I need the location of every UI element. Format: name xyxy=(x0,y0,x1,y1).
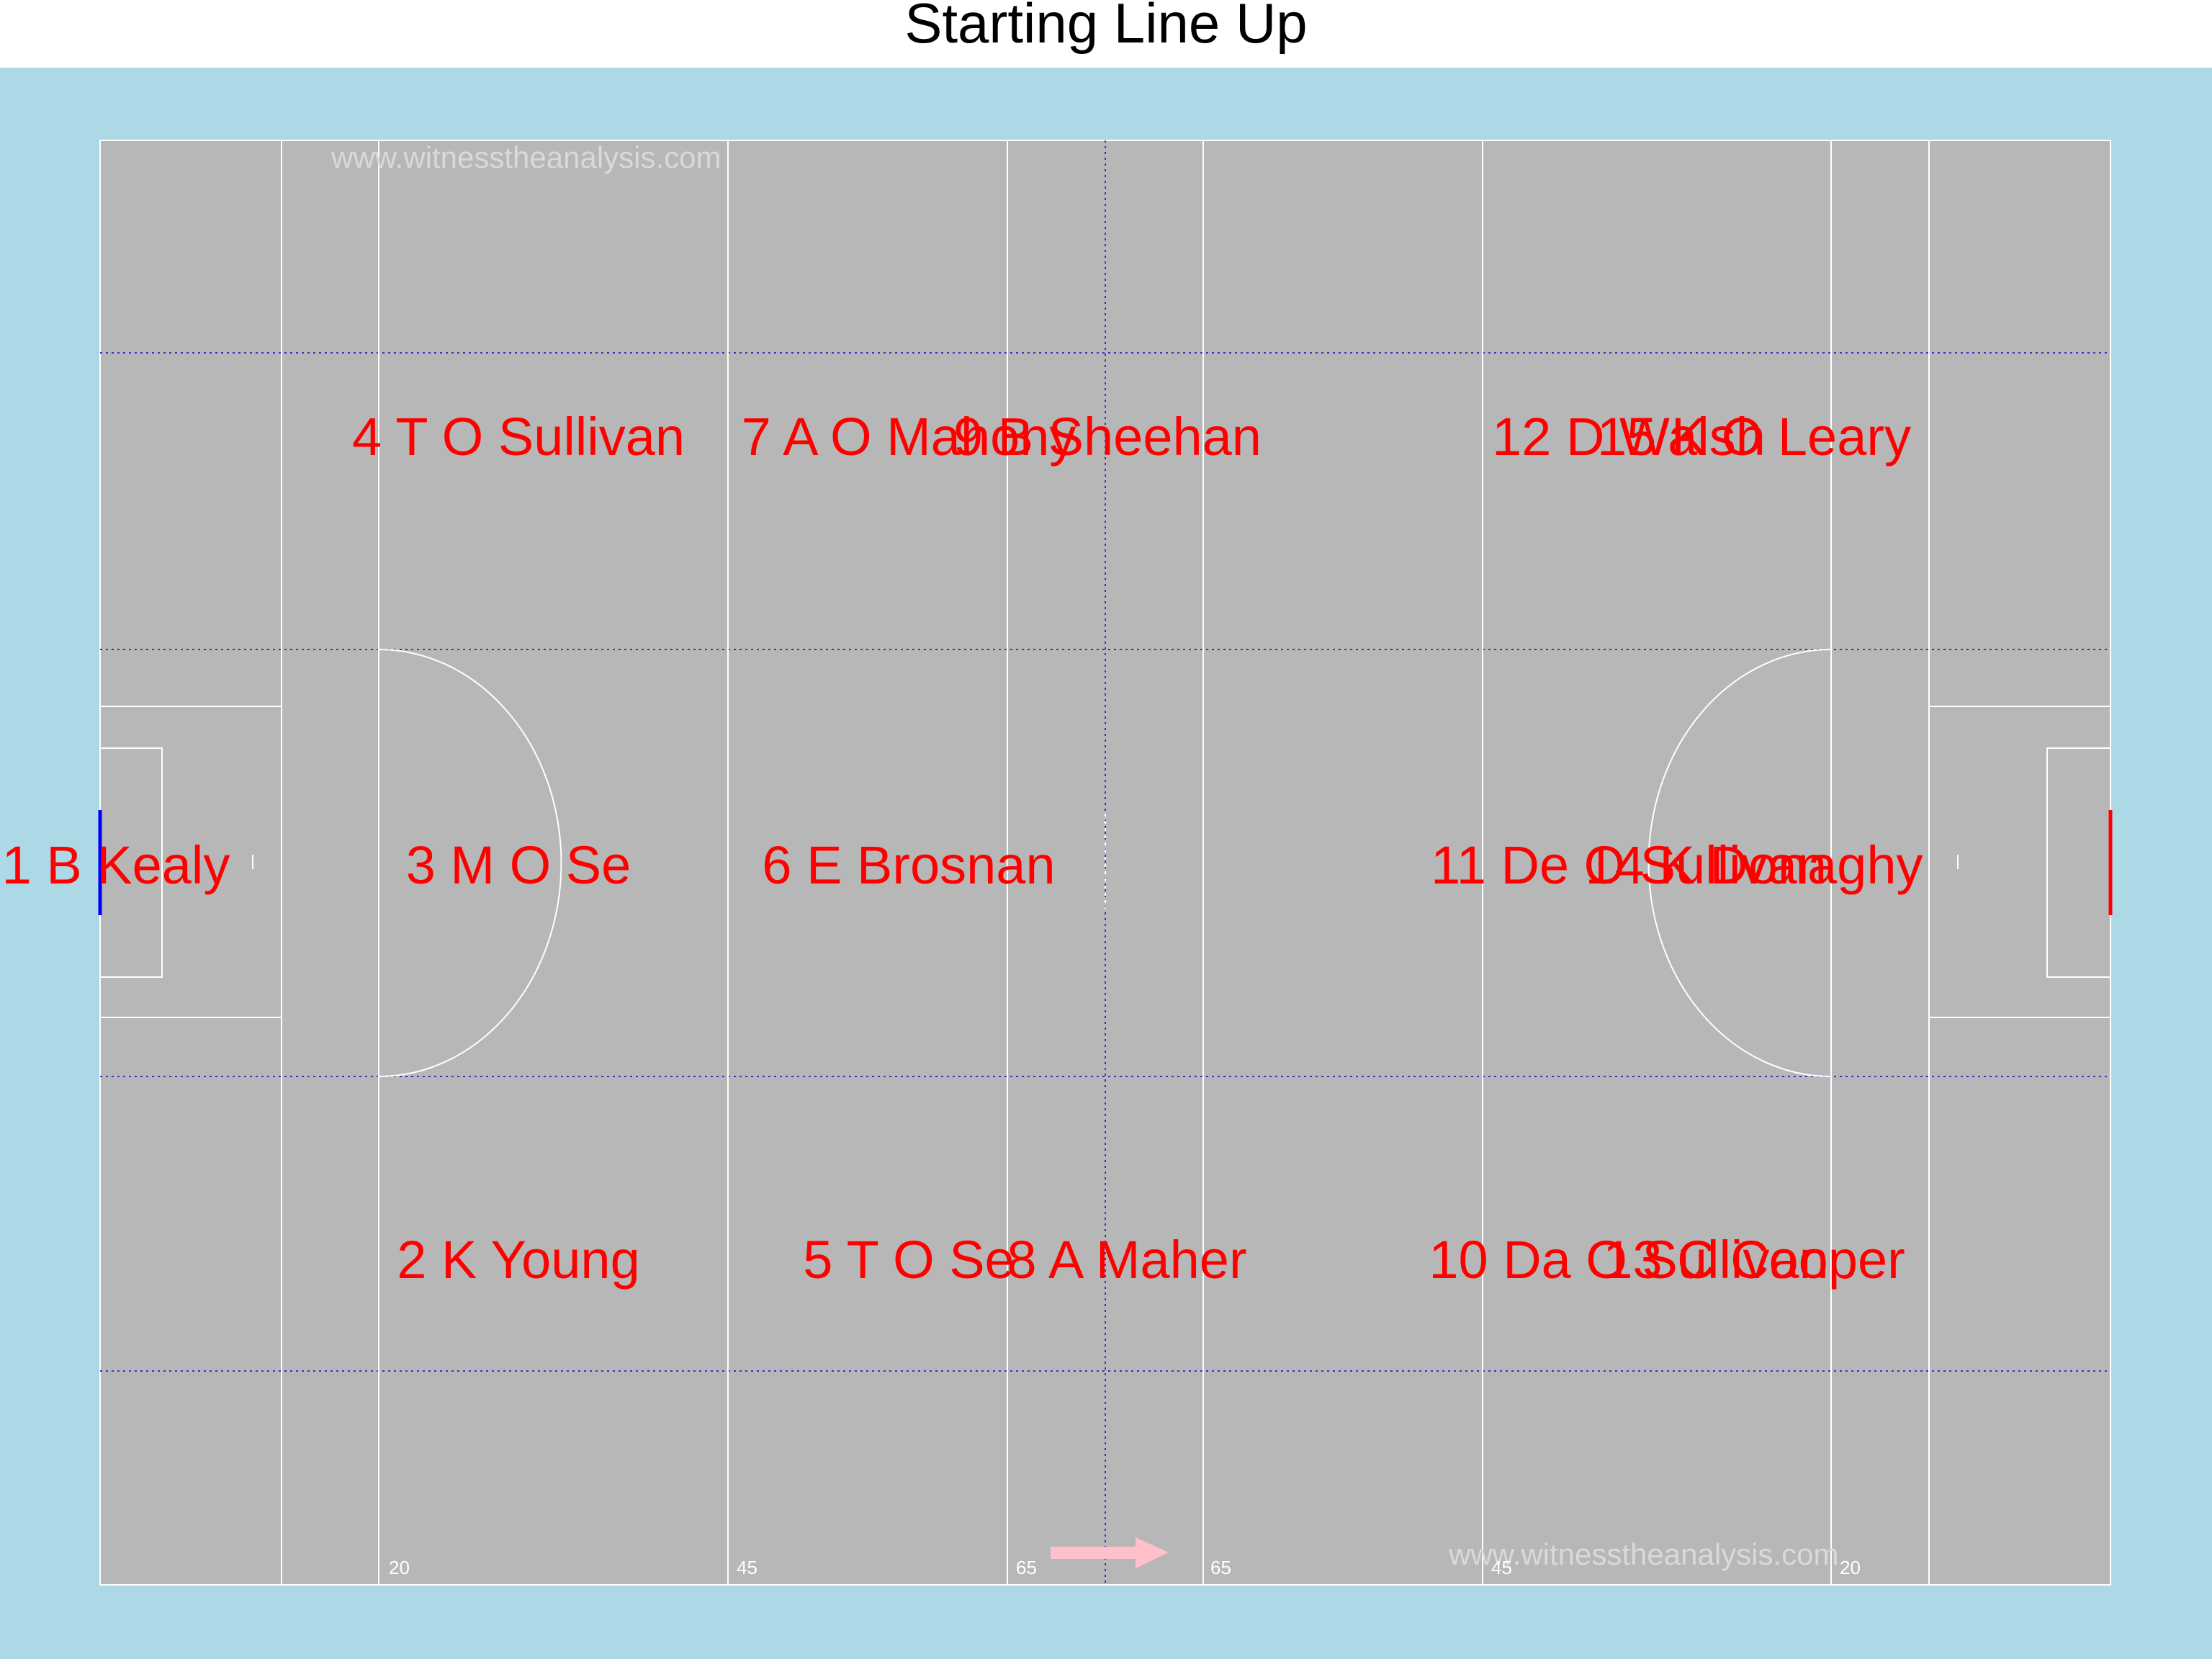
zone-lines xyxy=(100,140,2110,1585)
yard-marker-45-left: 45 xyxy=(737,1557,757,1578)
page-title: Starting Line Up xyxy=(904,0,1308,55)
title-bar: Starting Line Up xyxy=(0,0,2212,68)
semicircle-right xyxy=(1647,649,1832,1077)
player-12: 12 D Walsh xyxy=(1492,407,1766,467)
pitch-lines xyxy=(99,140,2111,1585)
yard-marker-45-right: 45 xyxy=(1491,1557,1512,1578)
player-11: 11 De O Sullivan xyxy=(1431,835,1827,895)
player-2: 2 K Young xyxy=(397,1230,639,1290)
right-arrow-icon xyxy=(1051,1537,1169,1568)
player-7: 7 A O Mahony xyxy=(742,407,1076,467)
player-3: 3 M O Se xyxy=(406,835,631,895)
player-labels: 1 B Kealy 2 K Young 3 M O Se 4 T O Sulli… xyxy=(2,407,1923,1290)
watermarks: www.witnesstheanalysis.com www.witnessth… xyxy=(331,140,1839,1571)
yard-marker-65-left: 65 xyxy=(1016,1557,1037,1578)
player-9: 9 B Sheehan xyxy=(953,407,1262,467)
player-8: 8 A Maher xyxy=(1007,1230,1246,1290)
yard-marker-20-left: 20 xyxy=(389,1557,410,1578)
player-6: 6 E Brosnan xyxy=(762,835,1055,895)
player-14: 14 K Donaghy xyxy=(1585,835,1923,895)
yard-marker-20-right: 20 xyxy=(1840,1557,1861,1578)
player-4: 4 T O Sullivan xyxy=(352,407,685,467)
player-1: 1 B Kealy xyxy=(2,835,230,895)
watermark-bottom: www.witnesstheanalysis.com xyxy=(1448,1537,1839,1571)
yard-marker-65-right: 65 xyxy=(1210,1557,1231,1578)
watermark-top: www.witnesstheanalysis.com xyxy=(331,140,721,174)
semicircle-left xyxy=(378,649,562,1077)
player-13: 13 C Cooper xyxy=(1603,1230,1905,1290)
yard-markers: 20 45 65 65 45 20 xyxy=(389,1557,1861,1578)
player-10: 10 Da O Sullivan xyxy=(1429,1230,1828,1290)
pitch-diagram: www.witnesstheanalysis.com www.witnessth… xyxy=(0,68,2212,1659)
player-5: 5 T O Se xyxy=(803,1230,1014,1290)
player-15: 15 K O Leary xyxy=(1597,407,1911,467)
pitch-panel: www.witnesstheanalysis.com www.witnessth… xyxy=(0,68,2212,1659)
